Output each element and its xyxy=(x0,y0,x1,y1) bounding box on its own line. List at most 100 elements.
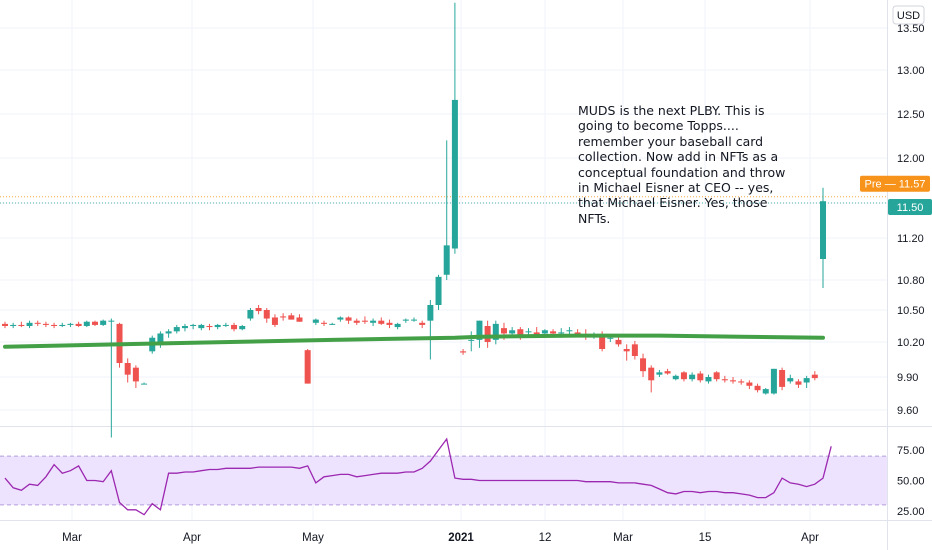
candle-body xyxy=(337,317,344,320)
candle xyxy=(34,320,41,326)
candle xyxy=(656,370,663,377)
candle-body xyxy=(623,349,630,352)
rsi-band xyxy=(0,456,887,505)
candle-body xyxy=(370,320,377,323)
candle xyxy=(75,321,82,328)
candle xyxy=(288,313,295,320)
price-tick-label: 11.20 xyxy=(897,233,924,245)
candle xyxy=(2,321,8,329)
candle-body xyxy=(550,331,557,334)
candle xyxy=(803,375,810,388)
candle xyxy=(214,323,221,330)
candle-body xyxy=(664,371,671,374)
candle xyxy=(419,320,426,329)
candle xyxy=(59,322,66,328)
candle xyxy=(280,313,287,321)
candle-body xyxy=(353,320,360,323)
candle-body xyxy=(460,351,467,353)
currency-label: USD xyxy=(897,10,920,22)
candle xyxy=(67,322,74,328)
candle-body xyxy=(640,358,647,372)
candle-body xyxy=(607,337,614,339)
time-axis: Mar Apr May 2021 12 Mar 15 Apr xyxy=(62,532,819,544)
candle-body xyxy=(795,381,802,385)
candle-body xyxy=(787,378,794,382)
candle-body xyxy=(51,324,58,326)
candle-body xyxy=(214,324,221,328)
candle xyxy=(770,368,777,395)
candle xyxy=(83,320,90,328)
candle xyxy=(730,377,737,384)
candle xyxy=(550,329,557,335)
candle xyxy=(247,308,254,321)
candle-body xyxy=(345,317,352,321)
candle-body xyxy=(599,336,606,349)
candle xyxy=(394,322,401,330)
candle xyxy=(321,320,328,326)
candle-body xyxy=(2,323,8,326)
candle xyxy=(165,329,172,338)
candle xyxy=(239,324,246,331)
candle xyxy=(427,300,434,360)
candle xyxy=(820,187,826,288)
candle xyxy=(460,349,467,355)
candle-body xyxy=(484,326,491,342)
candle xyxy=(378,317,385,325)
tag-bg xyxy=(888,199,932,215)
candle-body xyxy=(402,319,409,321)
candle xyxy=(631,340,638,360)
candle-body xyxy=(124,363,131,375)
time-tick-label: Apr xyxy=(801,532,819,544)
candle-body xyxy=(525,331,532,333)
candle-body xyxy=(680,372,687,380)
candle-body xyxy=(656,372,663,375)
grid xyxy=(0,0,887,520)
candle xyxy=(754,383,761,393)
candle-body xyxy=(280,316,287,318)
candle xyxy=(787,374,794,384)
candle-body xyxy=(541,330,548,334)
candle xyxy=(124,358,131,383)
candle xyxy=(721,375,728,383)
time-tick-label: Apr xyxy=(183,532,201,544)
currency-box xyxy=(892,5,925,25)
candle xyxy=(566,327,573,335)
candle-body xyxy=(468,339,475,341)
time-tick-label: Mar xyxy=(613,532,633,544)
candle-body xyxy=(746,382,753,386)
candle xyxy=(746,380,753,390)
candle-body xyxy=(419,322,426,325)
candle-body xyxy=(517,329,524,337)
candle xyxy=(91,320,98,326)
time-tick-label: 12 xyxy=(539,532,552,544)
candle-body xyxy=(779,370,786,387)
candle-body xyxy=(59,324,66,326)
time-tick-label: 15 xyxy=(699,532,712,544)
candle xyxy=(329,322,336,325)
candle-body xyxy=(820,201,826,259)
candle-body xyxy=(100,320,107,325)
time-tick-label: 2021 xyxy=(448,532,474,544)
candle xyxy=(370,318,377,326)
candle-body xyxy=(157,333,164,345)
candle-body xyxy=(672,375,679,380)
candle-body xyxy=(288,315,295,320)
candle-body xyxy=(141,383,148,385)
candle-body xyxy=(803,378,810,383)
rsi-line xyxy=(4,437,832,516)
rsi-tick-label: 50.00 xyxy=(897,476,925,488)
candle-body xyxy=(67,323,74,325)
candle-body xyxy=(648,367,655,381)
time-tick-label: May xyxy=(302,532,324,544)
price-tick-label: 10.50 xyxy=(897,305,925,317)
candle xyxy=(263,308,270,323)
candle xyxy=(697,371,704,383)
candle xyxy=(492,320,499,345)
candle-body xyxy=(411,319,417,321)
candle-body xyxy=(239,326,246,330)
candle xyxy=(190,323,197,330)
candle xyxy=(623,344,630,361)
candle xyxy=(231,322,238,332)
candle-body xyxy=(321,322,328,324)
